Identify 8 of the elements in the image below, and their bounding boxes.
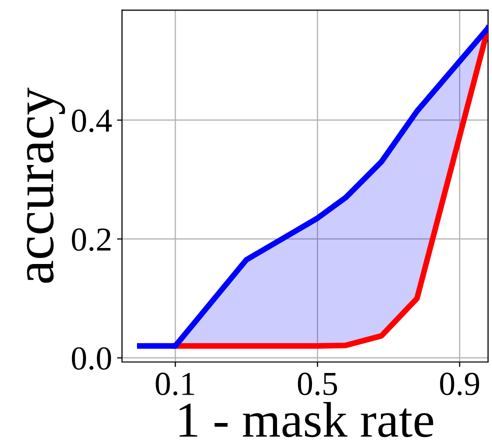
x-axis-title: 1 - mask rate <box>180 402 434 438</box>
x-tick-label: 0.9 <box>440 372 480 396</box>
x-tick-label: 0.5 <box>298 372 338 396</box>
y-tick-label: 0.2 <box>72 228 110 252</box>
y-tick-label: 0.0 <box>72 347 112 370</box>
x-tick-label: 0.1 <box>156 372 194 396</box>
y-tick-label: 0.4 <box>72 110 112 132</box>
y-axis-title: accuracy <box>26 88 66 283</box>
